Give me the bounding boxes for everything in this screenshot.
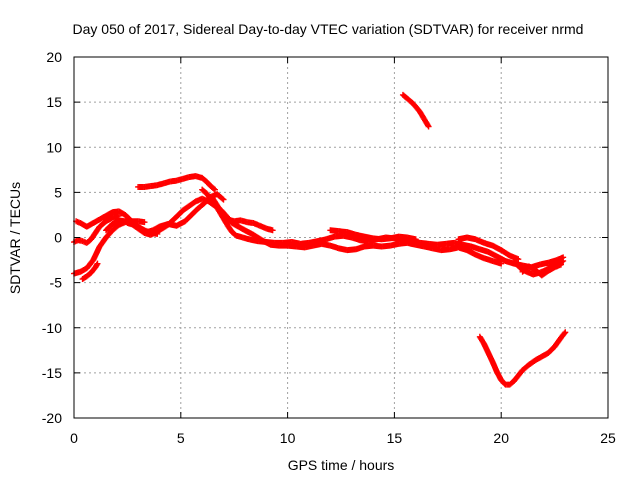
- data-point-fill: [103, 221, 115, 233]
- data-point-fill: [84, 258, 96, 271]
- data-point: [94, 260, 101, 267]
- data-point-fill: [539, 268, 551, 278]
- data-point-fill: [187, 199, 198, 209]
- series-track-6: [124, 191, 227, 236]
- data-point-fill: [88, 231, 98, 242]
- data-point: [211, 186, 218, 193]
- data-point-fill: [80, 238, 89, 246]
- data-point: [558, 261, 565, 268]
- data-point-fill: [84, 237, 94, 246]
- data-point-fill: [507, 378, 516, 387]
- data-point-fill: [409, 100, 418, 109]
- axes: 0 5 10 15 20 25 -20 -15 -10 -5 0 5 10 15 20: [42, 49, 616, 446]
- data-point-fill: [511, 258, 523, 271]
- data-point: [412, 236, 419, 243]
- data-point: [141, 219, 148, 226]
- data-point: [220, 196, 227, 203]
- data-point: [498, 260, 505, 267]
- y-tick-label: -10: [42, 320, 62, 336]
- data-point-fill: [217, 206, 228, 219]
- data-point-fill: [84, 270, 94, 279]
- data-point-fill: [195, 201, 207, 211]
- data-point-fill: [215, 192, 226, 202]
- series-track-7: [135, 173, 218, 193]
- x-axis-label: GPS time / hours: [288, 457, 395, 473]
- y-tick-label: -15: [42, 365, 62, 381]
- chart-title: Day 050 of 2017, Sidereal Day-to-day VTE…: [73, 21, 584, 37]
- y-tick-label: 0: [54, 230, 62, 246]
- data-point-fill: [477, 334, 487, 346]
- series-track-1: [71, 218, 148, 277]
- data-point: [269, 227, 276, 234]
- data-point-fill: [181, 203, 192, 213]
- y-tick-label: 10: [46, 139, 62, 155]
- y-tick-label: -20: [42, 410, 62, 426]
- data-point-fill: [208, 183, 217, 192]
- data-point-fill: [552, 335, 564, 349]
- data-point: [425, 123, 432, 130]
- y-tick-label: 5: [54, 184, 62, 200]
- data-point-fill: [516, 368, 525, 378]
- data-point-fill: [230, 229, 239, 238]
- data-point-fill: [88, 265, 98, 275]
- data-point-fill: [413, 104, 423, 114]
- data-point-fill: [405, 96, 414, 105]
- data-point-fill: [97, 219, 108, 229]
- x-tick-label: 10: [280, 430, 296, 446]
- x-tick-label: 0: [70, 430, 78, 446]
- data-point-fill: [110, 222, 121, 233]
- data-point-fill: [189, 206, 200, 218]
- data-point-fill: [511, 373, 521, 383]
- series-track-11: [327, 227, 419, 243]
- data-point-fill: [225, 223, 235, 235]
- data-point-fill: [204, 179, 213, 189]
- data-point-fill: [422, 117, 431, 129]
- y-axis-label: SDTVAR / TECUs: [7, 182, 23, 294]
- data-point-fill: [204, 191, 213, 201]
- data-point-fill: [97, 235, 109, 249]
- data-point-fill: [417, 110, 427, 122]
- data-point-fill: [72, 237, 80, 245]
- data-point: [515, 256, 522, 263]
- data-point-fill: [520, 362, 531, 373]
- data-point-fill: [93, 224, 102, 235]
- series-track-12: [455, 234, 522, 263]
- y-tick-label: -5: [50, 275, 63, 291]
- data-point-fill: [499, 377, 508, 387]
- data-point-fill: [200, 187, 209, 196]
- data-point-fill: [90, 244, 103, 262]
- y-tick-label: 20: [46, 49, 62, 65]
- series-track-14: [519, 261, 565, 279]
- data-point-fill: [401, 92, 410, 101]
- x-tick-label: 20: [493, 430, 509, 446]
- series-track-16: [476, 329, 569, 388]
- x-tick-label: 25: [600, 430, 616, 446]
- data-point-fill: [80, 273, 89, 282]
- data-point-fill: [93, 261, 100, 270]
- data-point-fill: [558, 330, 568, 340]
- data-series: [71, 91, 569, 388]
- series-track-10: [224, 216, 276, 234]
- x-tick-label: 15: [387, 430, 403, 446]
- data-point-fill: [103, 228, 115, 240]
- data-point-fill: [221, 216, 231, 228]
- series-track-4: [79, 260, 101, 283]
- data-point-fill: [210, 196, 222, 211]
- data-point: [560, 257, 567, 264]
- x-tick-label: 5: [177, 430, 185, 446]
- data-point-fill: [174, 208, 186, 219]
- data-point-fill: [123, 212, 134, 224]
- data-point-fill: [200, 175, 209, 184]
- data-point-fill: [74, 218, 82, 226]
- data-point-fill: [527, 357, 538, 367]
- data-point-fill: [546, 344, 557, 356]
- data-point-fill: [182, 212, 194, 224]
- data-point: [562, 329, 569, 336]
- y-tick-label: 15: [46, 94, 62, 110]
- series-track-15: [399, 91, 432, 130]
